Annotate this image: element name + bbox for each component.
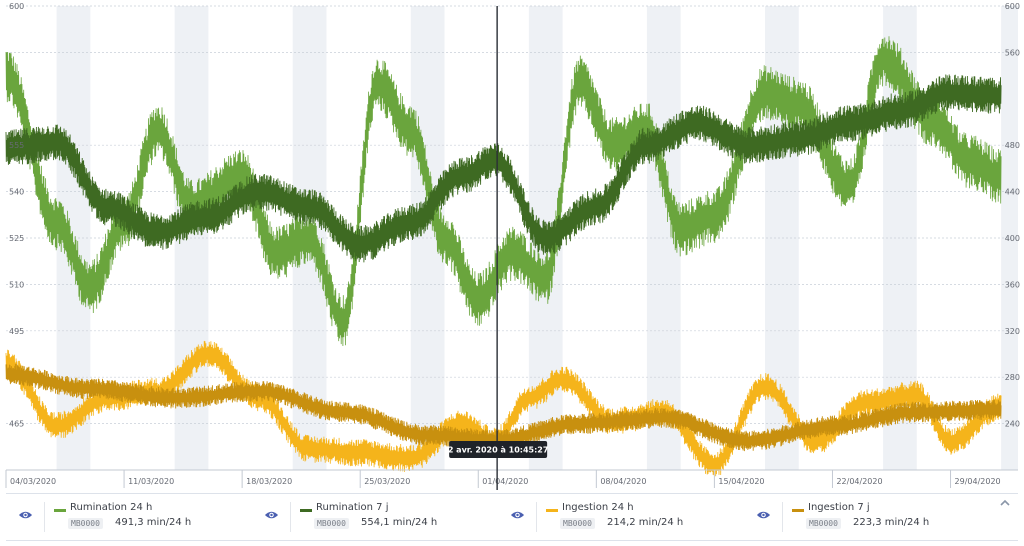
crosshair: 2 avr. 2020 à 10:45:27 (448, 6, 549, 490)
right-tick-label: 280 (1005, 373, 1020, 382)
legend-swatch (546, 509, 558, 512)
legend-series-name: Rumination 7 j (316, 502, 389, 513)
x-tick-label: 25/03/2020 (364, 477, 410, 486)
legend-device-tag: MB0000 (806, 518, 841, 529)
crosshair-tooltip-label: 2 avr. 2020 à 10:45:27 (448, 446, 549, 455)
legend-divider (44, 502, 45, 532)
left-tick-label: 555 (9, 141, 24, 150)
eye-icon[interactable] (264, 510, 279, 520)
left-tick-label: 540 (9, 188, 24, 197)
x-tick-label: 11/03/2020 (128, 477, 174, 486)
weekend-band (1001, 6, 1018, 470)
left-tick-label: 600 (9, 2, 24, 11)
legend-series-name: Rumination 24 h (70, 502, 153, 513)
legend-item-ingestion-24h[interactable]: Ingestion 24 h MB0000 214,2 min/24 h (498, 494, 744, 540)
right-tick-label: 240 (1005, 420, 1020, 429)
legend-item-rumination-24h[interactable]: Rumination 24 h MB0000 491,3 min/24 h (6, 494, 252, 540)
eye-icon[interactable] (510, 510, 525, 520)
right-tick-label: 320 (1005, 327, 1020, 336)
left-tick-label: 525 (9, 234, 24, 243)
left-tick-label: 465 (9, 420, 24, 429)
legend-series-value: 554,1 min/24 h (361, 517, 438, 528)
series-line-0 (5, 36, 1002, 347)
legend-device-tag: MB0000 (314, 518, 349, 529)
legend: Rumination 24 h MB0000 491,3 min/24 h Ru… (6, 493, 1018, 541)
plot-area (5, 36, 1002, 477)
chevron-up-icon[interactable] (1000, 499, 1010, 506)
right-tick-label: 600 (1005, 2, 1020, 11)
left-tick-label: 495 (9, 327, 24, 336)
legend-series-value: 491,3 min/24 h (115, 517, 192, 528)
legend-divider (536, 502, 537, 532)
legend-series-name: Ingestion 24 h (562, 502, 634, 513)
eye-icon[interactable] (18, 510, 33, 520)
right-axis: 600 560 480 440 400 360 320 280 240 (1005, 2, 1020, 429)
legend-divider (782, 502, 783, 532)
x-tick-label: 08/04/2020 (600, 477, 646, 486)
right-tick-label: 480 (1005, 141, 1020, 150)
right-tick-label: 560 (1005, 48, 1020, 57)
x-tick-label: 04/03/2020 (10, 477, 56, 486)
right-tick-label: 440 (1005, 188, 1020, 197)
legend-item-ingestion-7j[interactable]: Ingestion 7 j MB0000 223,3 min/24 h (744, 494, 990, 540)
legend-divider (290, 502, 291, 532)
legend-swatch (300, 509, 312, 512)
x-axis: 04/03/2020 11/03/2020 18/03/2020 25/03/2020… (5, 469, 1018, 488)
crosshair-tooltip (449, 441, 548, 458)
legend-series-name: Ingestion 7 j (808, 502, 870, 513)
legend-series-value: 223,3 min/24 h (853, 517, 930, 528)
legend-item-rumination-7j[interactable]: Rumination 7 j MB0000 554,1 min/24 h (252, 494, 498, 540)
series-line-1 (5, 74, 1002, 263)
grid-lines (6, 5, 1018, 424)
x-tick-label: 01/04/2020 (482, 477, 528, 486)
right-tick-label: 400 (1005, 234, 1020, 243)
left-tick-label: 510 (9, 280, 24, 289)
legend-swatch (792, 509, 804, 512)
x-tick-label: 29/04/2020 (955, 477, 1001, 486)
chart[interactable]: 600 555 540 525 510 495 465 600 560 480 440 400 360… (0, 0, 1024, 492)
x-tick-label: 15/04/2020 (718, 477, 764, 486)
right-tick-label: 360 (1005, 280, 1020, 289)
legend-series-value: 214,2 min/24 h (607, 517, 684, 528)
series-line-2 (5, 340, 1002, 477)
x-tick-label: 22/04/2020 (836, 477, 882, 486)
legend-swatch (54, 509, 66, 512)
left-axis: 600 555 540 525 510 495 465 (9, 2, 24, 429)
x-tick-label: 18/03/2020 (246, 477, 292, 486)
eye-icon[interactable] (756, 510, 771, 520)
legend-device-tag: MB0000 (560, 518, 595, 529)
legend-device-tag: MB0000 (68, 518, 103, 529)
